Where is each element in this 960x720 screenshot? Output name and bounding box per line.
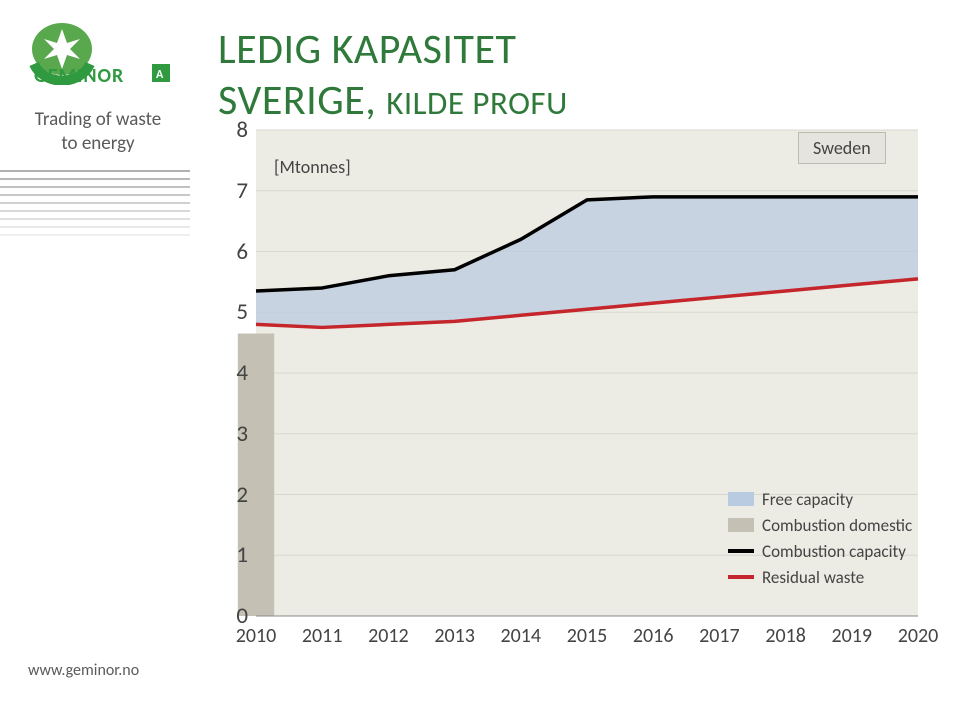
tagline-line1: Trading of waste [35, 108, 161, 131]
sidebar: GEMINOR A Trading of waste to energy www… [0, 0, 190, 720]
y-tick-label: 8 [226, 116, 248, 144]
svg-text:GEMINOR: GEMINOR [34, 64, 124, 85]
chart-country-label: Sweden [798, 132, 886, 164]
footer-url: www.geminor.no [28, 661, 139, 680]
x-tick-label: 2020 [893, 624, 943, 648]
title-line2b: KILDE PROFU [386, 83, 568, 123]
legend-label: Residual waste [762, 567, 864, 588]
legend-label: Free capacity [762, 489, 853, 510]
title-line1: LEDIG KAPASITET [218, 24, 516, 75]
y-tick-label: 3 [226, 420, 248, 448]
svg-text:A: A [156, 68, 164, 82]
legend-item: Combustion capacity [728, 541, 906, 562]
y-tick-label: 6 [226, 238, 248, 266]
x-tick-label: 2011 [297, 624, 347, 648]
x-tick-label: 2012 [363, 624, 413, 648]
tagline: Trading of waste to energy [28, 108, 168, 156]
y-tick-label: 5 [226, 298, 248, 326]
chart-units-label: [Mtonnes] [274, 156, 351, 178]
legend-label: Combustion domestic [762, 515, 912, 536]
legend-item: Combustion domestic [728, 515, 912, 536]
legend-item: Free capacity [728, 489, 853, 510]
legend-line [728, 549, 754, 553]
x-tick-label: 2010 [231, 624, 281, 648]
y-tick-label: 1 [226, 541, 248, 569]
x-tick-label: 2018 [761, 624, 811, 648]
y-tick-label: 4 [226, 359, 248, 387]
x-tick-label: 2016 [628, 624, 678, 648]
legend-swatch [728, 518, 754, 532]
slide-title: LEDIG KAPASITET SVERIGE, KILDE PROFU [218, 24, 568, 126]
x-tick-label: 2017 [694, 624, 744, 648]
legend-line [728, 575, 754, 579]
chart: Sweden [Mtonnes] Free capacity Combustion… [218, 124, 930, 662]
x-tick-label: 2015 [562, 624, 612, 648]
x-tick-label: 2019 [827, 624, 877, 648]
tagline-line2: to energy [61, 132, 134, 155]
logo: GEMINOR A [28, 20, 173, 85]
sidebar-stripes [0, 170, 190, 242]
x-tick-label: 2013 [430, 624, 480, 648]
y-tick-label: 2 [226, 481, 248, 509]
y-tick-label: 7 [226, 177, 248, 205]
legend-swatch [728, 492, 754, 506]
x-tick-label: 2014 [496, 624, 546, 648]
legend-item: Residual waste [728, 567, 864, 588]
legend-label: Combustion capacity [762, 541, 906, 562]
